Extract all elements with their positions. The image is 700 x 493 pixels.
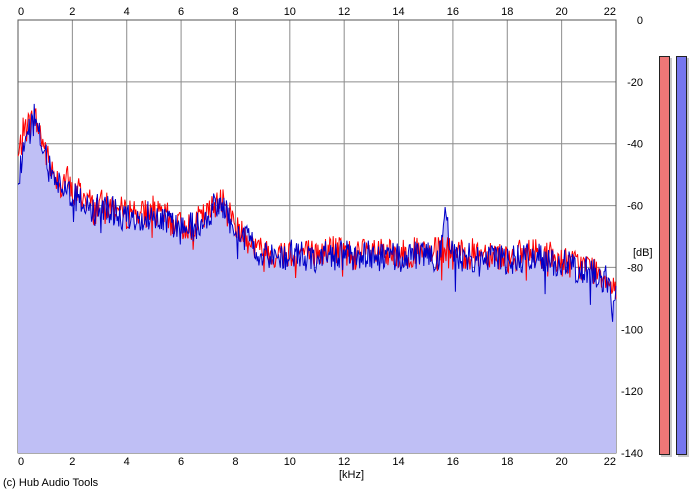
- left-channel-level-meter: [659, 56, 670, 455]
- y-tick-label: -120: [621, 386, 643, 398]
- x-tick-label-bottom: 0: [18, 456, 24, 468]
- x-tick-label-top: 8: [232, 6, 238, 18]
- spectrum-fill-layer: [18, 103, 616, 454]
- x-tick-label-bottom: 20: [556, 456, 568, 468]
- x-tick-label-bottom: 6: [178, 456, 184, 468]
- x-tick-label-top: 20: [556, 6, 568, 18]
- axis-ticks: 002244668810101212141416161818202022220-…: [18, 6, 643, 468]
- x-tick-label-bottom: 12: [338, 456, 350, 468]
- x-axis-unit-label: [kHz]: [339, 469, 365, 481]
- x-tick-label-top: 12: [338, 6, 350, 18]
- x-tick-label-bottom: 18: [501, 456, 513, 468]
- x-tick-label-top: 18: [501, 6, 513, 18]
- x-tick-label-bottom: 16: [447, 456, 459, 468]
- y-tick-label: -20: [627, 77, 643, 89]
- y-tick-label: -40: [627, 139, 643, 151]
- series-line-blue: [17, 103, 617, 322]
- x-tick-label-top: 6: [178, 6, 184, 18]
- x-tick-label-top: 0: [18, 6, 24, 18]
- y-tick-label: -80: [627, 262, 643, 274]
- x-tick-label-top: 4: [124, 6, 130, 18]
- x-tick-label-top: 22: [604, 6, 616, 18]
- y-tick-label: -60: [627, 201, 643, 213]
- x-tick-label-top: 10: [284, 6, 296, 18]
- x-tick-label-top: 16: [447, 6, 459, 18]
- x-tick-label-bottom: 14: [392, 456, 404, 468]
- y-tick-label: -100: [621, 324, 643, 336]
- y-axis-unit-label: [dB]: [633, 247, 653, 259]
- x-tick-label-bottom: 10: [284, 456, 296, 468]
- y-tick-label: -140: [621, 448, 643, 460]
- x-tick-label-bottom: 8: [232, 456, 238, 468]
- x-tick-label-bottom: 4: [124, 456, 130, 468]
- y-tick-label: 0: [637, 15, 643, 27]
- x-tick-label-top: 14: [392, 6, 404, 18]
- x-tick-label-bottom: 2: [69, 456, 75, 468]
- right-channel-level-meter: [676, 56, 687, 455]
- credit-text: (c) Hub Audio Tools: [3, 477, 99, 489]
- series-layer: [17, 103, 617, 322]
- spectrum-area-fill: [18, 103, 616, 454]
- x-tick-label-top: 2: [69, 6, 75, 18]
- x-tick-label-bottom: 22: [604, 456, 616, 468]
